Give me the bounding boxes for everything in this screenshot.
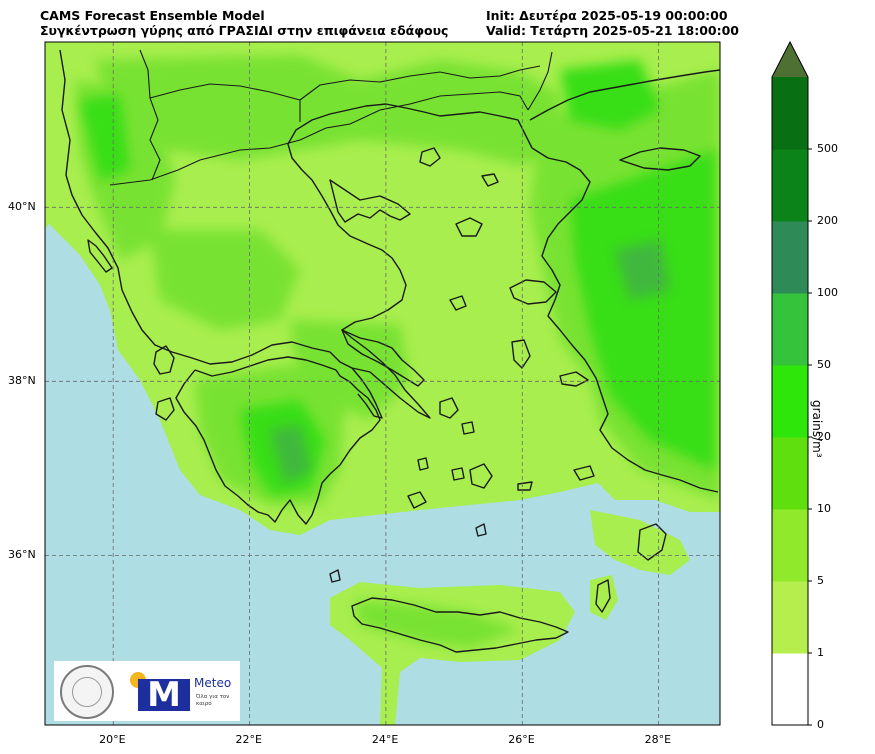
coast-amorgos (517, 481, 533, 491)
valid-time: Valid: Τετάρτη 2025-05-21 18:00:00 (486, 23, 740, 38)
colorbar-outline (771, 40, 809, 726)
variable-title: Συγκέντρωση γύρης από ΓΡΑΣΙΔΙ στην επιφά… (40, 23, 449, 38)
colorbar-bands (772, 77, 808, 726)
coastlines (59, 49, 720, 653)
coast-marmara (619, 147, 701, 171)
border-macedonia (149, 83, 301, 122)
meteo-tagline: Όλα για τον καιρό (196, 694, 230, 707)
colorbar-band (772, 581, 808, 654)
coast-zakynthos (155, 397, 175, 421)
time-block: Init: Δευτέρα 2025-05-19 00:00:00 Valid:… (486, 8, 739, 38)
coast-limnos (455, 217, 483, 237)
coast-dardanelles (529, 69, 720, 121)
core-turkey (570, 150, 715, 470)
colorbar-band (772, 365, 808, 438)
coast-milos (407, 491, 427, 509)
coast-kythira (329, 569, 341, 583)
border-greece-north (109, 91, 529, 186)
coast-chalkidiki (329, 179, 411, 223)
logo-panel: M Meteo Όλα για τον καιρό (54, 661, 240, 721)
pollen-field-dodecanese (590, 510, 690, 575)
coast-karpathos (595, 579, 611, 613)
concentration-peaks (270, 240, 670, 485)
patch-epirus (150, 230, 300, 330)
colorbar-band (772, 149, 808, 222)
colorbar-band (772, 221, 808, 294)
lat-tick-label: 38°N (8, 374, 36, 388)
coast-lesvos (509, 279, 557, 305)
borders (109, 49, 553, 186)
coast-kefalonia (153, 345, 175, 375)
coast-naxos (469, 463, 493, 489)
coast-euboea (341, 329, 425, 387)
coast-paros (451, 467, 465, 481)
colorbar-tick-label: 100 (817, 286, 838, 299)
coast-corfu (87, 239, 113, 273)
coast-andros (439, 397, 459, 419)
init-time: Init: Δευτέρα 2025-05-19 00:00:00 (486, 8, 728, 23)
colorbar-tick-label: 20 (817, 430, 831, 443)
patch-central (290, 320, 410, 420)
meteo-wordmark: Meteo (194, 676, 232, 690)
lon-tick-label: 20°E (99, 733, 126, 746)
colorbar-tick-label: 500 (817, 142, 838, 155)
pollen-field-karpathos (590, 575, 618, 620)
meteo-logo-icon: M (138, 675, 190, 715)
lon-tick-label: 22°E (235, 733, 262, 746)
colorbar-tick-label: 50 (817, 358, 831, 371)
coast-crete (351, 597, 569, 653)
model-title: CAMS Forecast Ensemble Model (40, 8, 265, 23)
lat-tick-label: 40°N (8, 200, 36, 214)
colorbar-tick-label: 200 (817, 214, 838, 227)
coast-gulf-corinth (194, 356, 337, 377)
lon-tick-label: 24°E (371, 733, 399, 746)
border-bulgaria (299, 65, 541, 101)
coast-kos (573, 465, 595, 481)
colorbar-unit-label: grains/m³ (810, 400, 824, 458)
coast-thasos (419, 147, 441, 167)
lon-tick-label: 26°E (508, 733, 535, 746)
colorbar-tick-label: 1 (817, 646, 824, 659)
peak-turkey (615, 240, 670, 300)
colorbar-band (772, 653, 808, 726)
colorbar-extend-triangle (772, 42, 808, 77)
peak-peloponnese (270, 425, 312, 485)
core-albania (80, 95, 130, 180)
university-seal-icon (60, 665, 114, 719)
pollen-field-nw-coast (45, 42, 75, 230)
coast-tinos (461, 421, 475, 435)
colorbar-band (772, 77, 808, 150)
title-block: CAMS Forecast Ensemble Model Συγκέντρωση… (40, 8, 448, 38)
coast-chios (511, 339, 531, 369)
coast-attica (351, 367, 383, 419)
coast-turkey-west (531, 147, 719, 493)
coast-santorini (475, 523, 487, 537)
map-frame (44, 41, 721, 726)
graticule (45, 42, 720, 725)
colorbar (771, 40, 812, 726)
colorbar-band (772, 293, 808, 366)
colorbar-band (772, 509, 808, 582)
colorbar-band (772, 437, 808, 510)
core-thrace (560, 60, 660, 130)
lon-tick-label: 28°E (644, 733, 672, 746)
coast-syros (417, 457, 429, 471)
coast-skyros (449, 295, 467, 311)
coast-peloponnese (175, 369, 381, 525)
patch-north (95, 55, 560, 165)
colorbar-tick-label: 5 (817, 574, 824, 587)
colorbar-tick-label: 0 (817, 718, 824, 731)
border-albania (139, 49, 161, 181)
coast-samos (559, 371, 589, 387)
coast-mainland-west (59, 49, 533, 419)
colorbar-tick-label: 10 (817, 502, 831, 515)
coast-samothrace (481, 173, 499, 187)
border-turkey (527, 51, 553, 111)
lat-tick-label: 36°N (8, 548, 36, 562)
coast-rhodes (637, 523, 667, 561)
patch-crete (355, 600, 520, 648)
